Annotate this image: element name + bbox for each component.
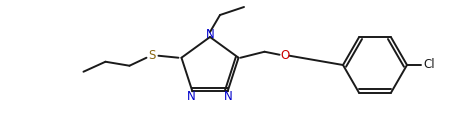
Text: N: N (224, 90, 233, 103)
Text: N: N (187, 90, 196, 103)
Text: Cl: Cl (423, 59, 435, 72)
Text: S: S (148, 49, 155, 62)
Text: O: O (280, 49, 289, 62)
Text: N: N (206, 28, 214, 41)
